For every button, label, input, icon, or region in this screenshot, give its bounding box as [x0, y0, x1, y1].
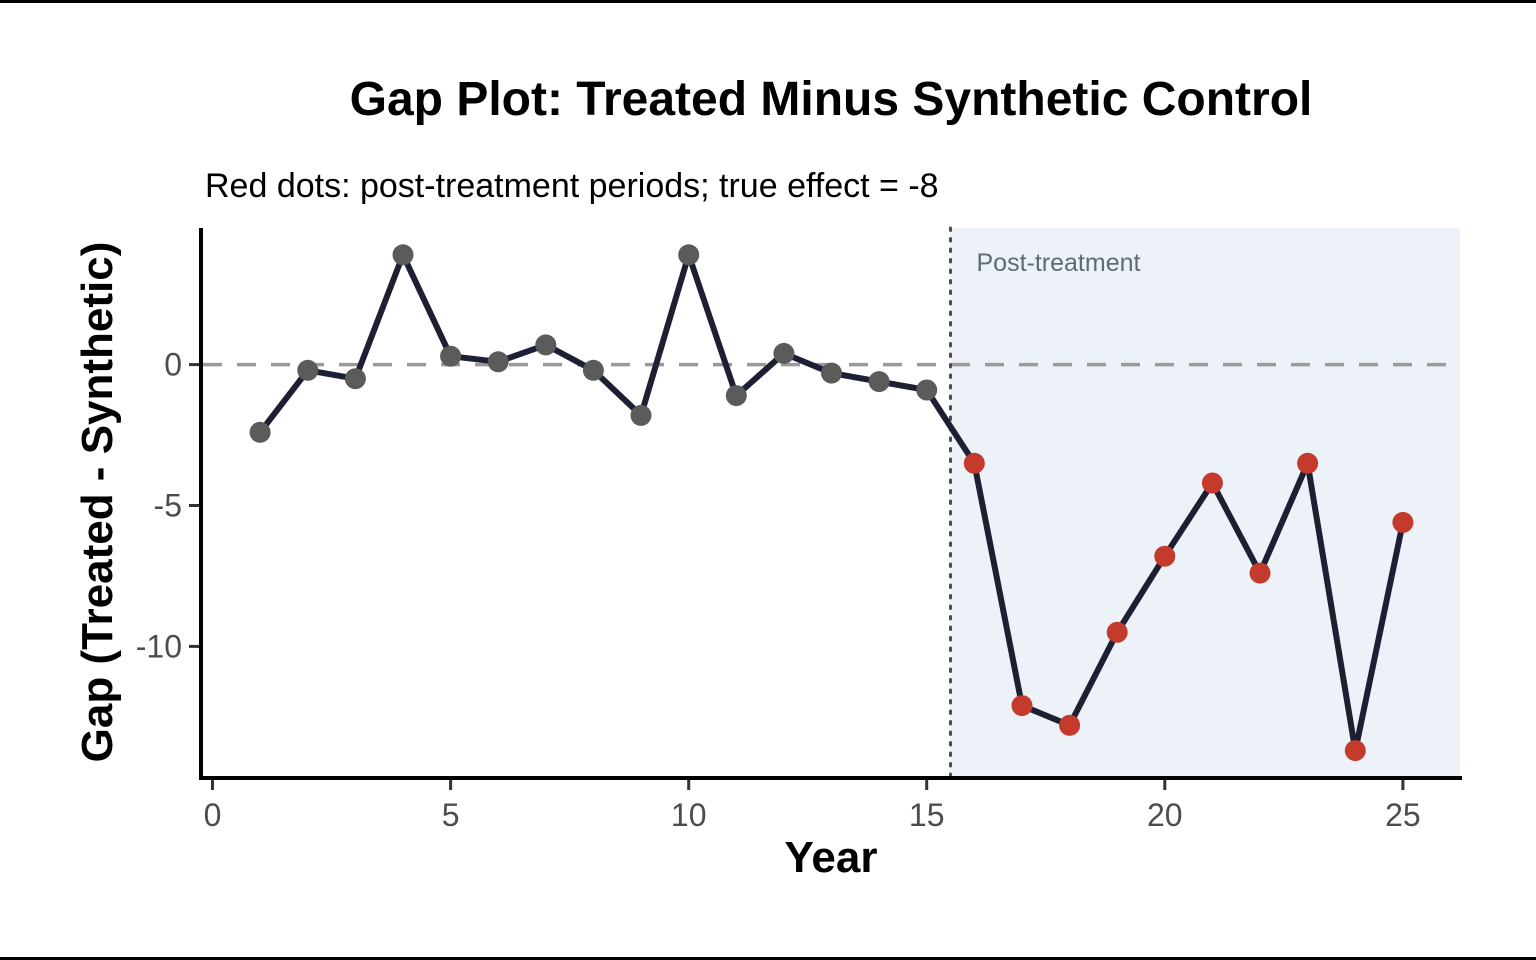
pre-treatment-point — [773, 342, 795, 364]
gap-plot-chart: 0 5 10 15 20 25 0 -5 -10 Gap Plot: Treated Minus… — [73, 73, 1462, 882]
post-treatment-shade — [950, 228, 1460, 776]
post-treatment-point — [1059, 714, 1081, 736]
y-tick-label: -10 — [136, 628, 182, 664]
pre-treatment-point — [916, 379, 938, 401]
x-tick-label: 25 — [1385, 797, 1421, 833]
pre-treatment-point — [392, 244, 414, 266]
chart-subtitle: Red dots: post-treatment periods; true e… — [205, 167, 939, 205]
pre-treatment-point — [678, 244, 700, 266]
chart-title: Gap Plot: Treated Minus Synthetic Contro… — [350, 73, 1313, 126]
pre-treatment-point — [249, 421, 271, 443]
post-treatment-annotation: Post-treatment — [977, 249, 1141, 277]
post-treatment-point — [963, 452, 985, 474]
x-tick-label: 0 — [204, 797, 222, 833]
post-treatment-point — [1154, 545, 1176, 567]
y-tick-label: -5 — [154, 488, 182, 524]
x-tick-label: 20 — [1147, 797, 1183, 833]
pre-treatment-point — [725, 385, 747, 407]
pre-treatment-point — [440, 345, 462, 367]
chart-layers: 0 5 10 15 20 25 0 -5 -10 — [136, 226, 1462, 833]
post-treatment-point — [1297, 452, 1319, 474]
x-tick-label: 10 — [671, 797, 707, 833]
post-treatment-point — [1344, 740, 1366, 762]
pre-treatment-point — [535, 334, 557, 356]
post-treatment-point — [1201, 472, 1223, 494]
pre-treatment-point — [821, 362, 842, 384]
pre-treatment-point — [582, 359, 604, 381]
post-treatment-point — [1011, 695, 1033, 717]
pre-treatment-point — [630, 404, 652, 426]
post-treatment-point — [1392, 511, 1414, 533]
y-axis-label: Gap (Treated - Synthetic) — [73, 242, 122, 763]
post-treatment-point — [1106, 621, 1128, 643]
x-axis-label: Year — [785, 833, 878, 882]
x-tick-label: 5 — [442, 797, 460, 833]
post-treatment-point — [1249, 562, 1271, 584]
pre-treatment-point — [344, 368, 366, 390]
pre-treatment-point — [868, 371, 890, 393]
pre-treatment-point — [487, 351, 509, 373]
pre-treatment-point — [297, 359, 319, 381]
x-tick-label: 15 — [909, 797, 945, 833]
y-tick-label: 0 — [164, 347, 182, 383]
